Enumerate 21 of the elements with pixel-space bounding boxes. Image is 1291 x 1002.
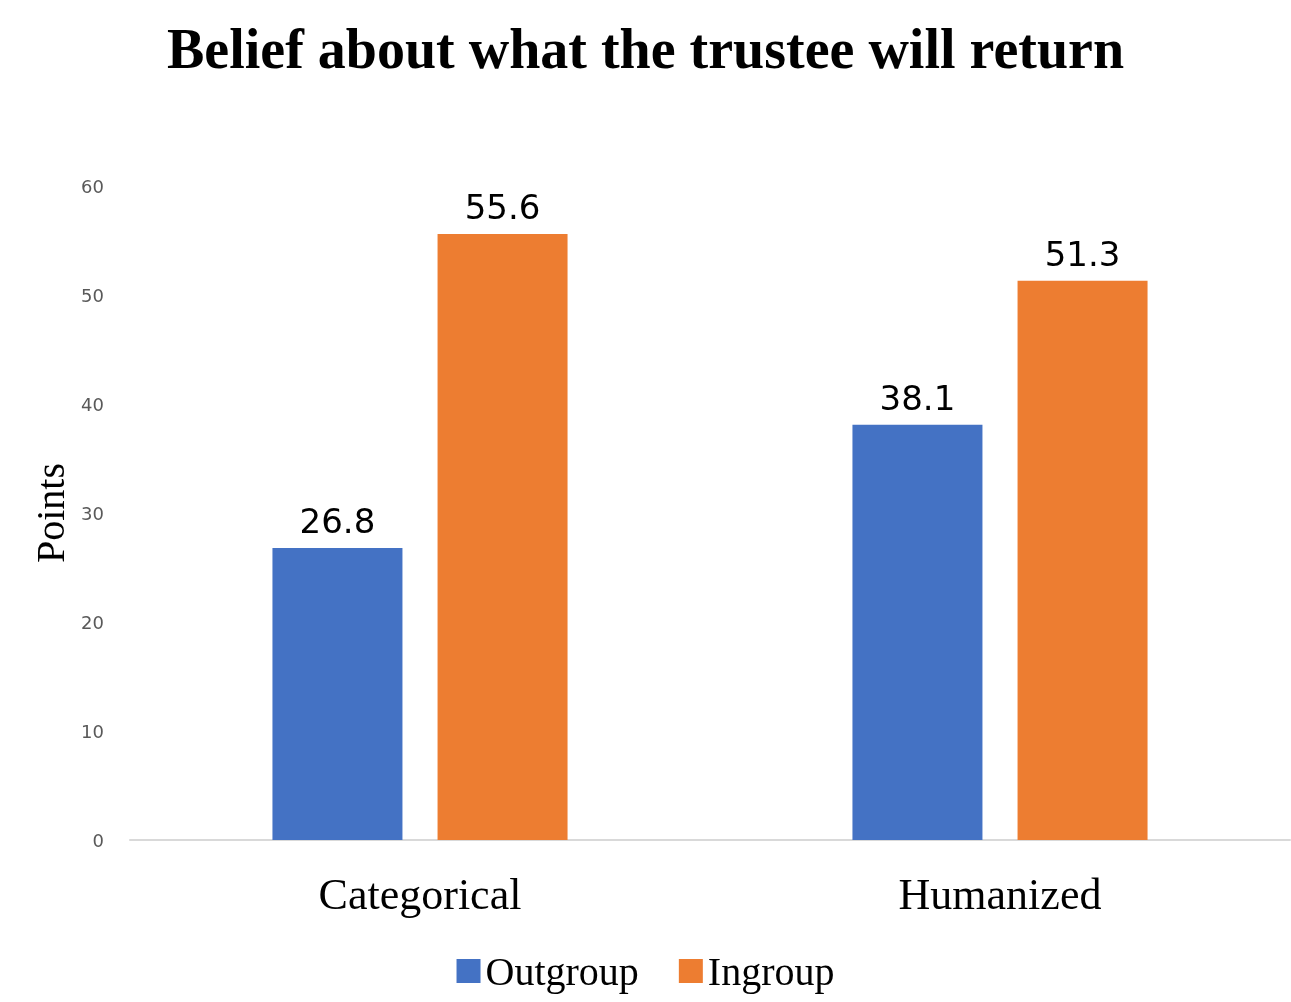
y-axis-title: Points xyxy=(27,462,73,564)
data-label: 38.1 xyxy=(879,377,956,418)
legend-label: Ingroup xyxy=(707,948,835,994)
y-tick-label: 30 xyxy=(81,502,104,524)
bar xyxy=(1017,280,1148,840)
x-tick-label: Humanized xyxy=(898,869,1102,919)
y-tick-label: 20 xyxy=(81,611,104,633)
y-tick-label: 50 xyxy=(81,284,104,306)
y-tick-label: 10 xyxy=(81,720,104,742)
bar xyxy=(852,424,983,840)
chart-title: Belief about what the trustee will return xyxy=(166,18,1125,80)
data-label: 51.3 xyxy=(1044,233,1121,274)
bar xyxy=(437,233,568,840)
x-tick-label: Categorical xyxy=(318,869,522,919)
data-label: 55.6 xyxy=(464,186,541,227)
legend-label: Outgroup xyxy=(485,948,639,994)
y-tick-label: 60 xyxy=(81,175,104,197)
y-tick-label: 40 xyxy=(81,393,104,415)
y-tick-label: 0 xyxy=(92,829,104,851)
bar xyxy=(272,547,403,840)
data-label: 26.8 xyxy=(299,500,376,541)
